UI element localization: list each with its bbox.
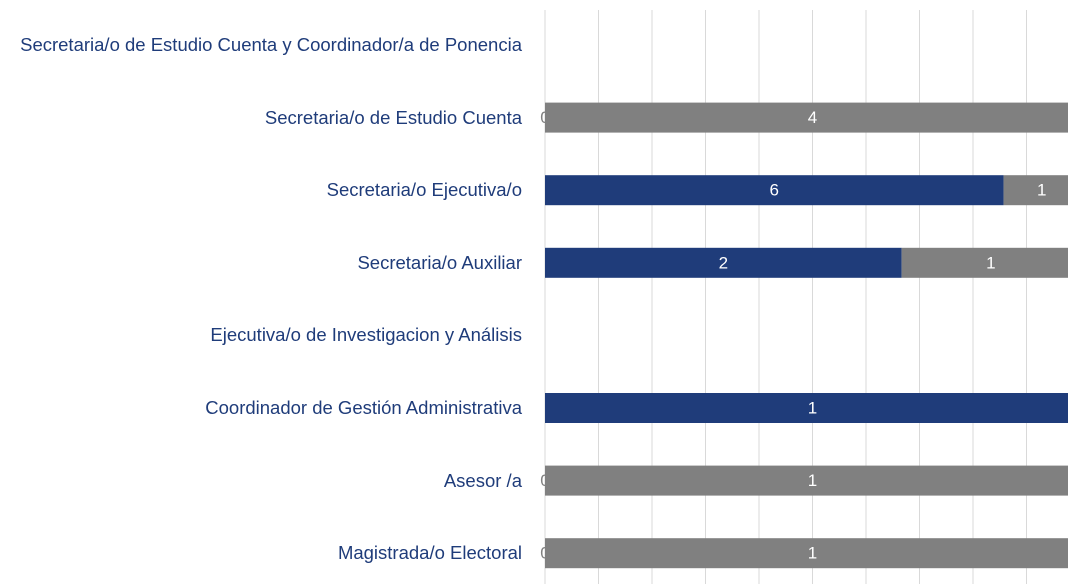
category-text: Magistrada/o Electoral — [337, 542, 522, 564]
value-label: 6 — [770, 181, 779, 200]
bar-segment — [545, 175, 1004, 206]
category-label: Secretaria/o Ejecutiva/o — [0, 178, 522, 202]
bar-segment — [545, 538, 1068, 569]
bar-segment — [545, 465, 1068, 496]
category-label: Secretaria/o de Estudio Cuenta y Coordin… — [0, 33, 522, 57]
category-label: Coordinador de Gestión Administrativa — [0, 396, 522, 420]
bar-segment — [901, 247, 1068, 278]
value-label: 1 — [808, 544, 817, 563]
bar-segment — [1003, 175, 1068, 206]
bar-segment — [545, 102, 1068, 133]
bar-segment — [545, 393, 1068, 423]
value-label: 1 — [808, 471, 817, 490]
category-text: Secretaria/o Ejecutiva/o — [326, 179, 522, 201]
category-label: Magistrada/o Electoral — [0, 541, 522, 565]
value-label: 1 — [1037, 181, 1046, 200]
value-label: 1 — [986, 253, 995, 272]
bar-segment — [545, 247, 902, 278]
category-text: Secretaria/o de Estudio Cuenta — [264, 106, 522, 128]
category-text: Secretaria/o Auxiliar — [357, 251, 522, 273]
category-text: Coordinador de Gestión Administrativa — [205, 397, 522, 418]
category-text: Asesor /a — [443, 469, 522, 491]
category-text: Secretaria/o de Estudio Cuenta y Coordin… — [20, 34, 522, 55]
value-label: 1 — [808, 398, 817, 417]
category-label: Secretaria/o de Estudio Cuenta — [0, 106, 522, 130]
category-label: Asesor /a — [0, 469, 522, 493]
value-label: 4 — [808, 108, 817, 127]
category-label: Ejecutiva/o de Investigacion y Análisis — [0, 323, 522, 347]
category-text: Ejecutiva/o de Investigacion y Análisis — [210, 324, 522, 346]
value-label: 2 — [719, 253, 728, 272]
category-label: Secretaria/o Auxiliar — [0, 251, 522, 275]
